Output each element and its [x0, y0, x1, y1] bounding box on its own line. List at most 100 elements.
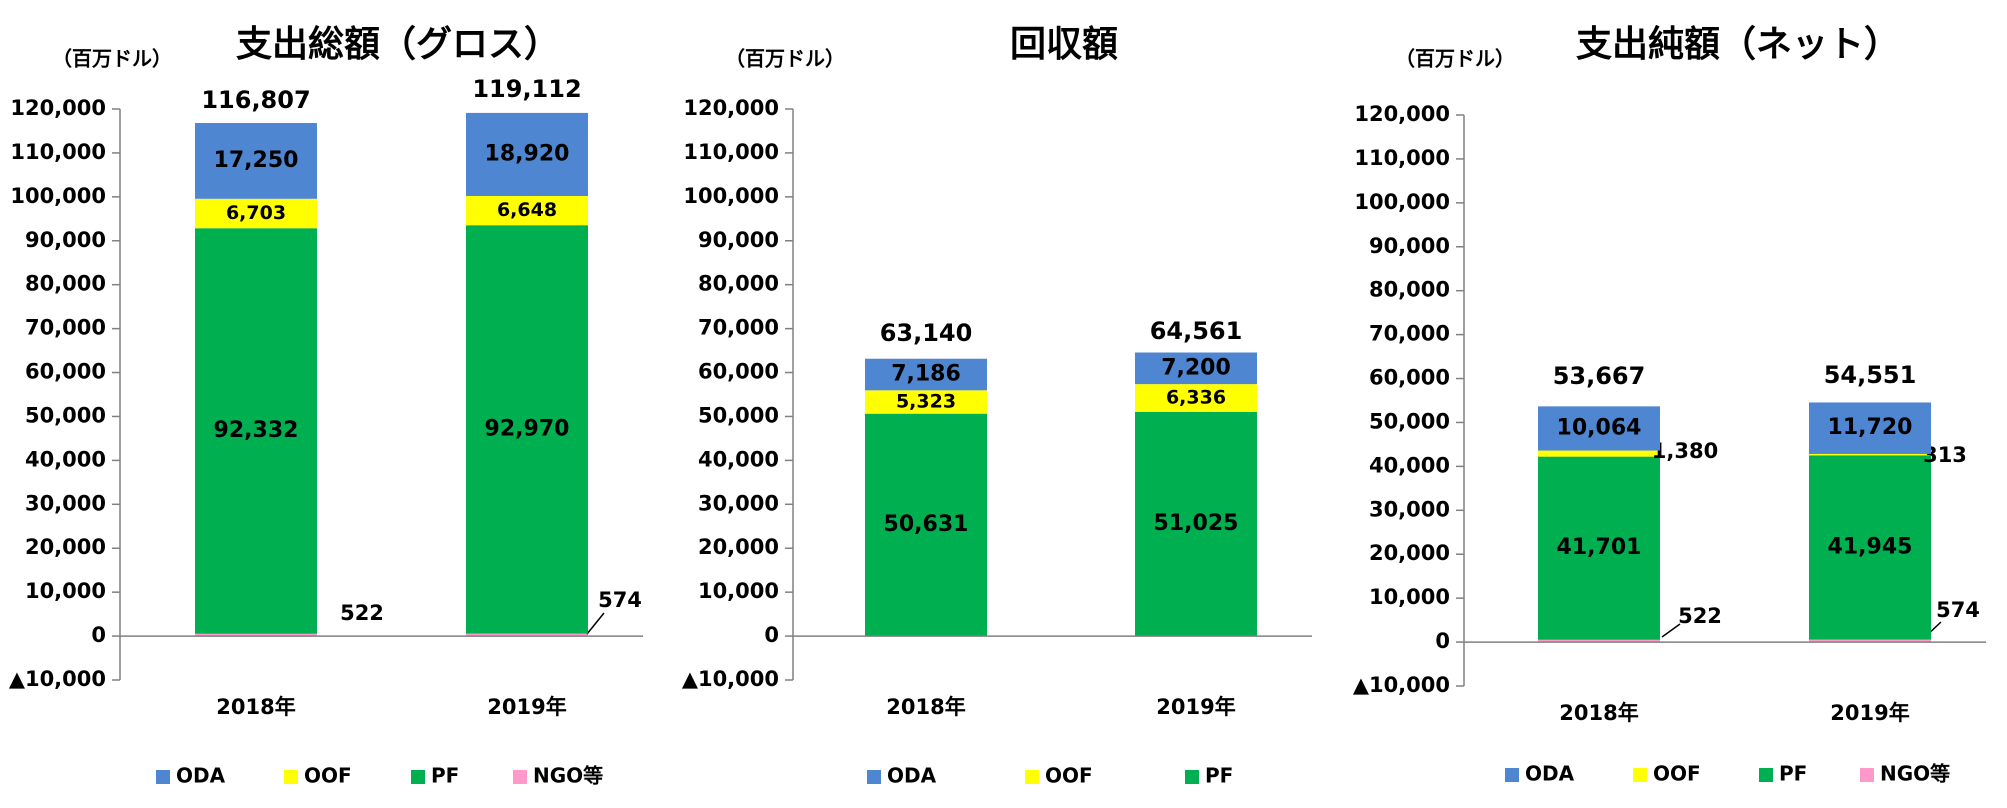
y-tick-label: 120,000	[1354, 102, 1450, 126]
chart-2: 回収額 （百万ドル） ▲10,000 0 10,000 20,000 30,000 40,00…	[682, 24, 1312, 788]
x-tick-label: 2018年	[216, 695, 295, 719]
data-label: 6,703	[226, 202, 286, 224]
data-label: 17,250	[214, 148, 299, 173]
data-label: 92,332	[214, 418, 299, 443]
legend-swatch	[1505, 768, 1519, 782]
legend-swatch	[1759, 768, 1773, 782]
legend-swatch	[411, 770, 425, 784]
unit-label: （百万ドル）	[1395, 47, 1515, 71]
total-label: 53,667	[1553, 362, 1646, 390]
y-tick-label: 10,000	[25, 579, 106, 603]
bar-OOF	[1538, 450, 1660, 457]
bar-NGO等	[195, 633, 317, 637]
y-tick-label: 40,000	[25, 447, 106, 471]
y-tick-label: 30,000	[1369, 497, 1450, 521]
data-label: 7,200	[1161, 355, 1231, 380]
legend-swatch	[1633, 768, 1647, 782]
y-tick-label: 50,000	[25, 403, 106, 427]
legend-label: PF	[1205, 764, 1233, 788]
bar-OOF	[865, 390, 987, 414]
legend-swatch	[284, 770, 298, 784]
y-tick-label: 80,000	[25, 272, 106, 296]
data-label: 6,648	[497, 199, 557, 221]
y-tick-label: 100,000	[683, 184, 779, 208]
legend-label: OOF	[1045, 764, 1093, 788]
bar-ODA	[1538, 406, 1660, 451]
data-label: 522	[340, 601, 384, 625]
y-tick-label: 70,000	[25, 316, 106, 340]
data-label: 6,336	[1166, 387, 1226, 409]
bar-OOF	[466, 196, 588, 226]
y-tick-label: 90,000	[25, 228, 106, 252]
y-tick-label: 30,000	[25, 491, 106, 515]
x-tick-label: 2018年	[886, 695, 965, 719]
data-label: 18,920	[485, 141, 570, 166]
x-tick-label: 2018年	[1559, 701, 1638, 725]
total-label: 116,807	[201, 86, 310, 114]
chart-1: 支出総額（グロス） （百万ドル） ▲10,000 0 10,000 20,000 30,00…	[9, 24, 643, 788]
chart-title: 回収額	[1010, 24, 1118, 65]
data-label: 574	[598, 588, 642, 612]
bar-ODA	[1809, 402, 1931, 454]
y-tick-label: 90,000	[698, 228, 779, 252]
chart-title: 支出純額（ネット）	[1576, 24, 1900, 65]
legend-swatch	[1185, 770, 1199, 784]
y-tick-label: 10,000	[1369, 585, 1450, 609]
total-label: 63,140	[880, 319, 973, 347]
y-tick-label: 100,000	[1354, 190, 1450, 214]
y-tick-label: 50,000	[1369, 409, 1450, 433]
data-label: 41,701	[1557, 535, 1642, 560]
bar-PF	[1538, 456, 1660, 640]
bar-OOF	[1135, 384, 1257, 412]
y-tick-label: 0	[1435, 629, 1450, 653]
legend-label: PF	[1779, 762, 1807, 786]
unit-label: （百万ドル）	[52, 47, 172, 71]
x-tick-label: 2019年	[1830, 701, 1909, 725]
bar-PF	[1135, 411, 1257, 637]
legend-label: NGO等	[533, 764, 603, 788]
bar-PF	[195, 228, 317, 634]
data-label: 522	[1678, 604, 1722, 628]
y-tick-label: 60,000	[1369, 366, 1450, 390]
bar-PF	[1809, 455, 1931, 640]
chart-title: 支出総額（グロス）	[236, 24, 560, 65]
y-tick-label: 110,000	[10, 140, 106, 164]
y-tick-label: 60,000	[698, 360, 779, 384]
y-tick-label: 20,000	[25, 535, 106, 559]
data-label: 10,064	[1557, 415, 1642, 440]
bar-NGO等	[1538, 639, 1660, 643]
data-label: 50,631	[884, 512, 969, 537]
y-tick-label: 110,000	[683, 140, 779, 164]
y-tick-label: 90,000	[1369, 234, 1450, 258]
y-tick-label: 70,000	[1369, 322, 1450, 346]
bar-ODA	[466, 112, 588, 197]
legend-swatch	[513, 770, 527, 784]
chart-3: 支出純額（ネット） （百万ドル） ▲10,000 0 10,000 20,000 30,00…	[1353, 24, 1986, 786]
y-tick-label: 40,000	[698, 447, 779, 471]
bar-ODA	[195, 123, 317, 199]
y-tick-label: 50,000	[698, 403, 779, 427]
y-tick-label: 80,000	[1369, 278, 1450, 302]
y-tick-label: 10,000	[698, 579, 779, 603]
legend-label: PF	[431, 764, 459, 788]
total-label: 64,561	[1150, 317, 1243, 345]
y-tick-label: 120,000	[683, 96, 779, 120]
unit-label: （百万ドル）	[725, 47, 845, 71]
data-label: 1,380	[1652, 439, 1718, 463]
legend-label: ODA	[887, 764, 937, 788]
y-tick-label: 20,000	[698, 535, 779, 559]
bar-NGO等	[1809, 639, 1931, 643]
data-label: 51,025	[1154, 511, 1239, 536]
y-tick-label: 0	[91, 623, 106, 647]
legend-swatch	[1025, 770, 1039, 784]
legend-label: OOF	[1653, 762, 1701, 786]
y-tick-label: ▲10,000	[682, 667, 779, 691]
x-tick-label: 2019年	[1156, 695, 1235, 719]
data-label: 574	[1936, 598, 1980, 622]
bar-ODA	[865, 358, 987, 391]
y-tick-label: 40,000	[1369, 453, 1450, 477]
legend-swatch	[1860, 768, 1874, 782]
total-label: 119,112	[472, 75, 581, 103]
y-tick-label: 110,000	[1354, 146, 1450, 170]
